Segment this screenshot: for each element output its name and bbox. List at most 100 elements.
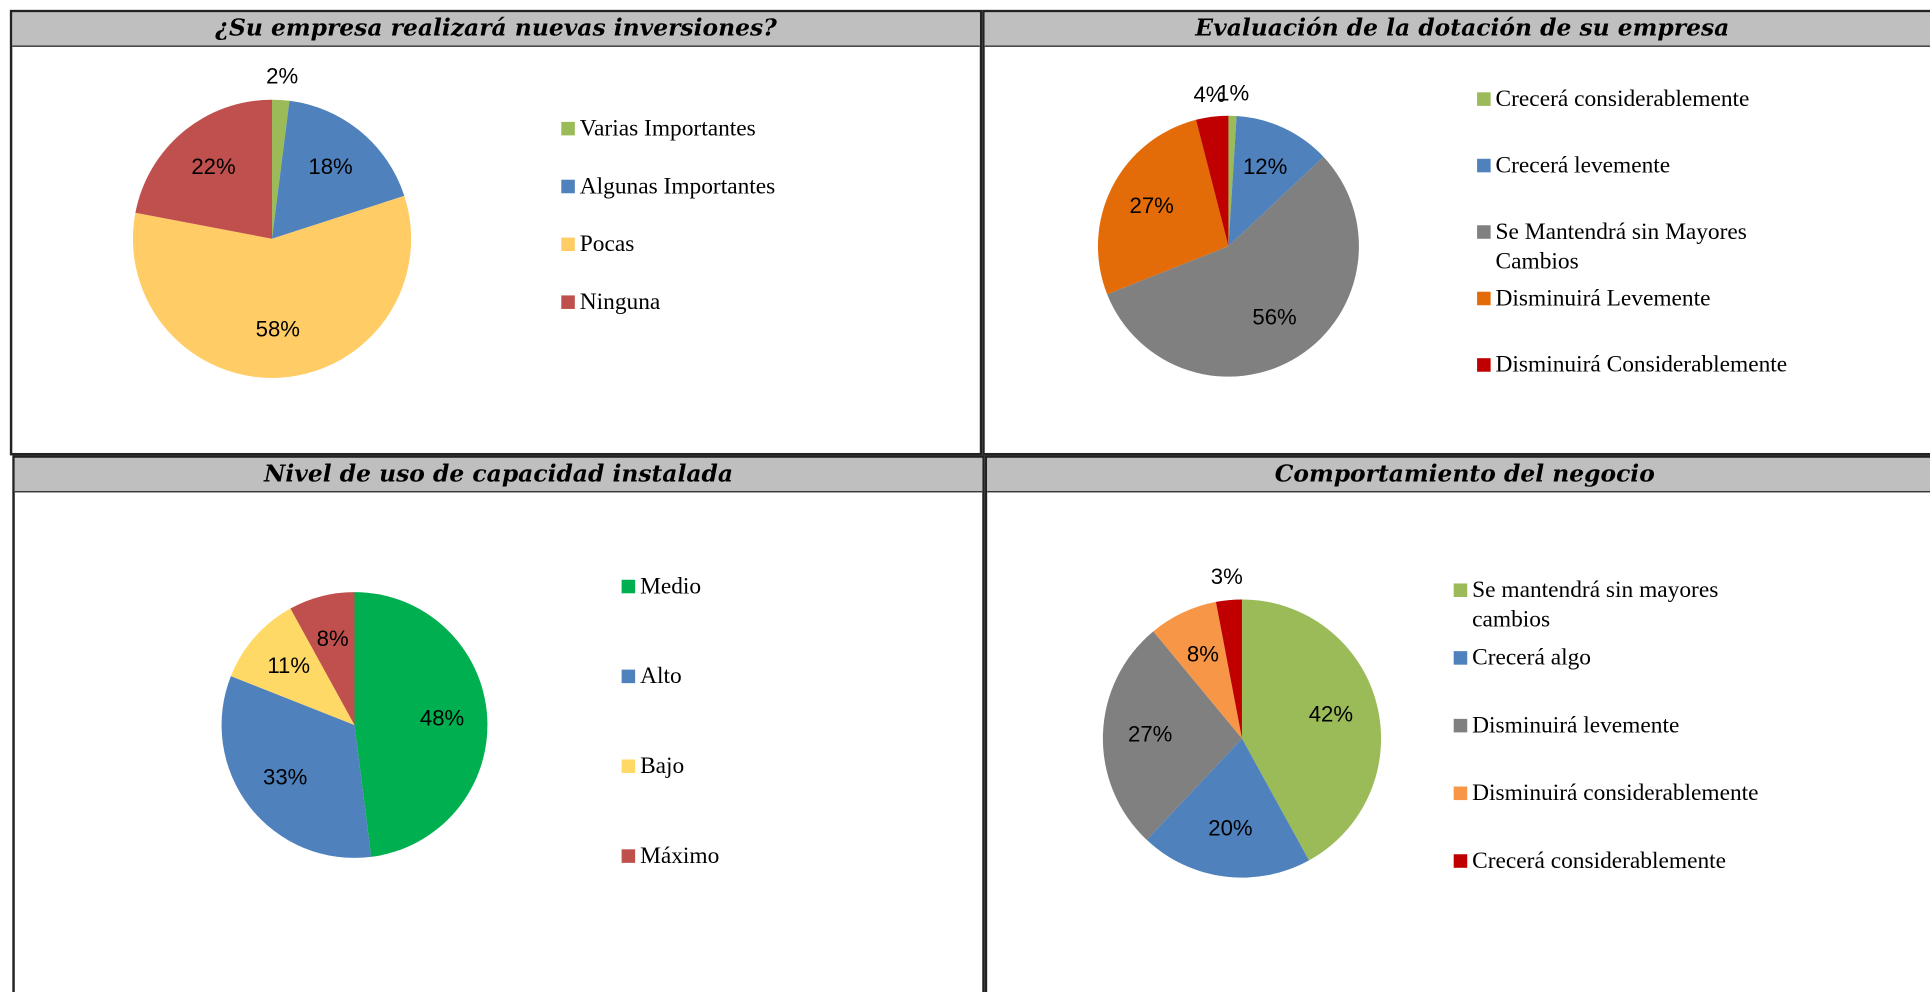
legend-swatch: [561, 237, 575, 252]
pie-slice: [272, 100, 405, 239]
legend-swatch: [1453, 651, 1468, 665]
legend-label: Disminuirá Considerablemente: [1495, 352, 1788, 378]
legend-item: Disminuirá Levemente: [1477, 284, 1803, 314]
pie-slice: [1228, 115, 1237, 247]
legend-swatch: [1453, 583, 1468, 597]
slice-label: 12%: [1243, 154, 1287, 179]
legend-label: Disminuirá Levemente: [1495, 285, 1711, 312]
legend-swatch: [1477, 92, 1491, 106]
pie-slice: [1107, 156, 1359, 377]
slice-label: 4%: [1193, 82, 1225, 107]
slice-label: 3%: [1211, 564, 1243, 589]
legend-label: Crecerá algo: [1472, 644, 1591, 671]
pie-slice: [290, 592, 355, 726]
slice-label: 27%: [1128, 722, 1172, 747]
chart-title: ¿Su empresa realizará nuevas inversiones…: [12, 12, 980, 47]
legend-swatch: [1477, 158, 1491, 173]
legend-swatch: [1477, 358, 1491, 372]
pie-slice: [1097, 119, 1229, 295]
legend-swatch: [621, 759, 636, 774]
legend-swatch: [1453, 786, 1468, 801]
chart-title: Evaluación de la dotación de su empresa: [984, 12, 1930, 47]
legend-item: Crecerá levemente: [1477, 151, 1803, 181]
slice-label: 20%: [1208, 815, 1252, 840]
legend-swatch: [621, 669, 636, 684]
legend-swatch: [1477, 291, 1491, 306]
legend-item: Algunas Importantes: [561, 172, 887, 202]
slice-label: 8%: [317, 626, 349, 651]
pie-slice: [1228, 115, 1324, 247]
slice-label: 1%: [1217, 81, 1249, 106]
legend-item: Alto: [621, 662, 948, 692]
slice-label: 48%: [420, 705, 464, 730]
legend-item: Se mantendrá sin mayores cambios: [1453, 576, 1780, 635]
legend-item: Crecerá considerablemente: [1477, 85, 1803, 115]
legend-item: Pocas: [561, 230, 887, 260]
legend-swatch: [561, 179, 575, 194]
legend-label: Alto: [640, 663, 682, 690]
legend-label: Se mantendrá sin mayores cambios: [1472, 577, 1719, 633]
slice-label: 8%: [1187, 641, 1219, 666]
legend-item: Crecerá algo: [1453, 644, 1780, 674]
legend-item: Se Mantendrá sin Mayores Cambios: [1477, 218, 1803, 277]
pie-slice: [1195, 115, 1229, 247]
chart-panel: Nivel de uso de capacidad instalada: [12, 455, 985, 992]
pie-slice: [135, 99, 273, 239]
legend-label: Pocas: [579, 231, 635, 258]
chart-panel: ¿Su empresa realizará nuevas inversiones…: [9, 9, 983, 456]
pie-slice: [1241, 599, 1382, 861]
legend-item: Medio: [621, 572, 948, 602]
legend-item: Máximo: [621, 842, 948, 872]
pie-slice: [354, 592, 488, 857]
legend-item: Varias Importantes: [561, 114, 887, 144]
legend-swatch: [561, 295, 575, 309]
legend-label: Bajo: [640, 753, 685, 780]
slice-label: 22%: [191, 154, 235, 179]
legend-label: Se Mantendrá sin Mayores Cambios: [1495, 219, 1747, 275]
legend-swatch: [1477, 225, 1491, 239]
legend-label: Algunas Importantes: [579, 173, 776, 200]
pie-slice: [132, 195, 412, 378]
slice-label: 18%: [308, 154, 352, 179]
chart-panel: Comportamiento del negocio: [984, 455, 1930, 992]
legend-label: Medio: [640, 573, 702, 600]
legend-item: Crecerá considerablemente: [1453, 847, 1780, 877]
legend-label: Varias Importantes: [579, 115, 756, 142]
pie-slice: [221, 676, 372, 858]
slice-label: 2%: [266, 64, 298, 89]
legend-label: Disminuirá considerablemente: [1472, 780, 1759, 807]
legend-item: Bajo: [621, 752, 948, 782]
legend-item: Disminuirá Considerablemente: [1477, 351, 1803, 381]
pie-slice: [272, 99, 290, 239]
slice-label: 58%: [256, 316, 300, 341]
slice-label: 27%: [1130, 193, 1174, 218]
pie-slice: [230, 608, 355, 726]
slice-label: 42%: [1309, 702, 1353, 727]
legend-label: Crecerá considerablemente: [1495, 86, 1750, 113]
legend-item: Disminuirá considerablemente: [1453, 779, 1780, 809]
pie-slice: [1102, 631, 1242, 840]
legend-swatch: [1453, 718, 1468, 733]
pie-slice: [1215, 599, 1242, 739]
legend-label: Disminuirá levemente: [1472, 712, 1680, 739]
legend-item: Ninguna: [561, 288, 887, 318]
legend-swatch: [621, 849, 636, 863]
legend-swatch: [621, 579, 636, 594]
pie-slice: [1146, 738, 1309, 878]
legend-label: Crecerá levemente: [1495, 152, 1671, 179]
legend-swatch: [561, 121, 575, 136]
legend-swatch: [1453, 854, 1468, 868]
legend-item: Disminuirá levemente: [1453, 711, 1780, 741]
chart-title: Comportamiento del negocio: [987, 457, 1930, 493]
chart-panel: Evaluación de la dotación de su empresa: [982, 9, 1930, 456]
slice-label: 56%: [1252, 305, 1296, 330]
pie-slice: [1153, 601, 1242, 739]
legend-label: Ninguna: [579, 289, 661, 316]
legend-label: Máximo: [640, 843, 720, 870]
slice-label: 33%: [263, 765, 307, 790]
legend-label: Crecerá considerablemente: [1472, 848, 1727, 874]
slice-label: 11%: [267, 653, 310, 678]
